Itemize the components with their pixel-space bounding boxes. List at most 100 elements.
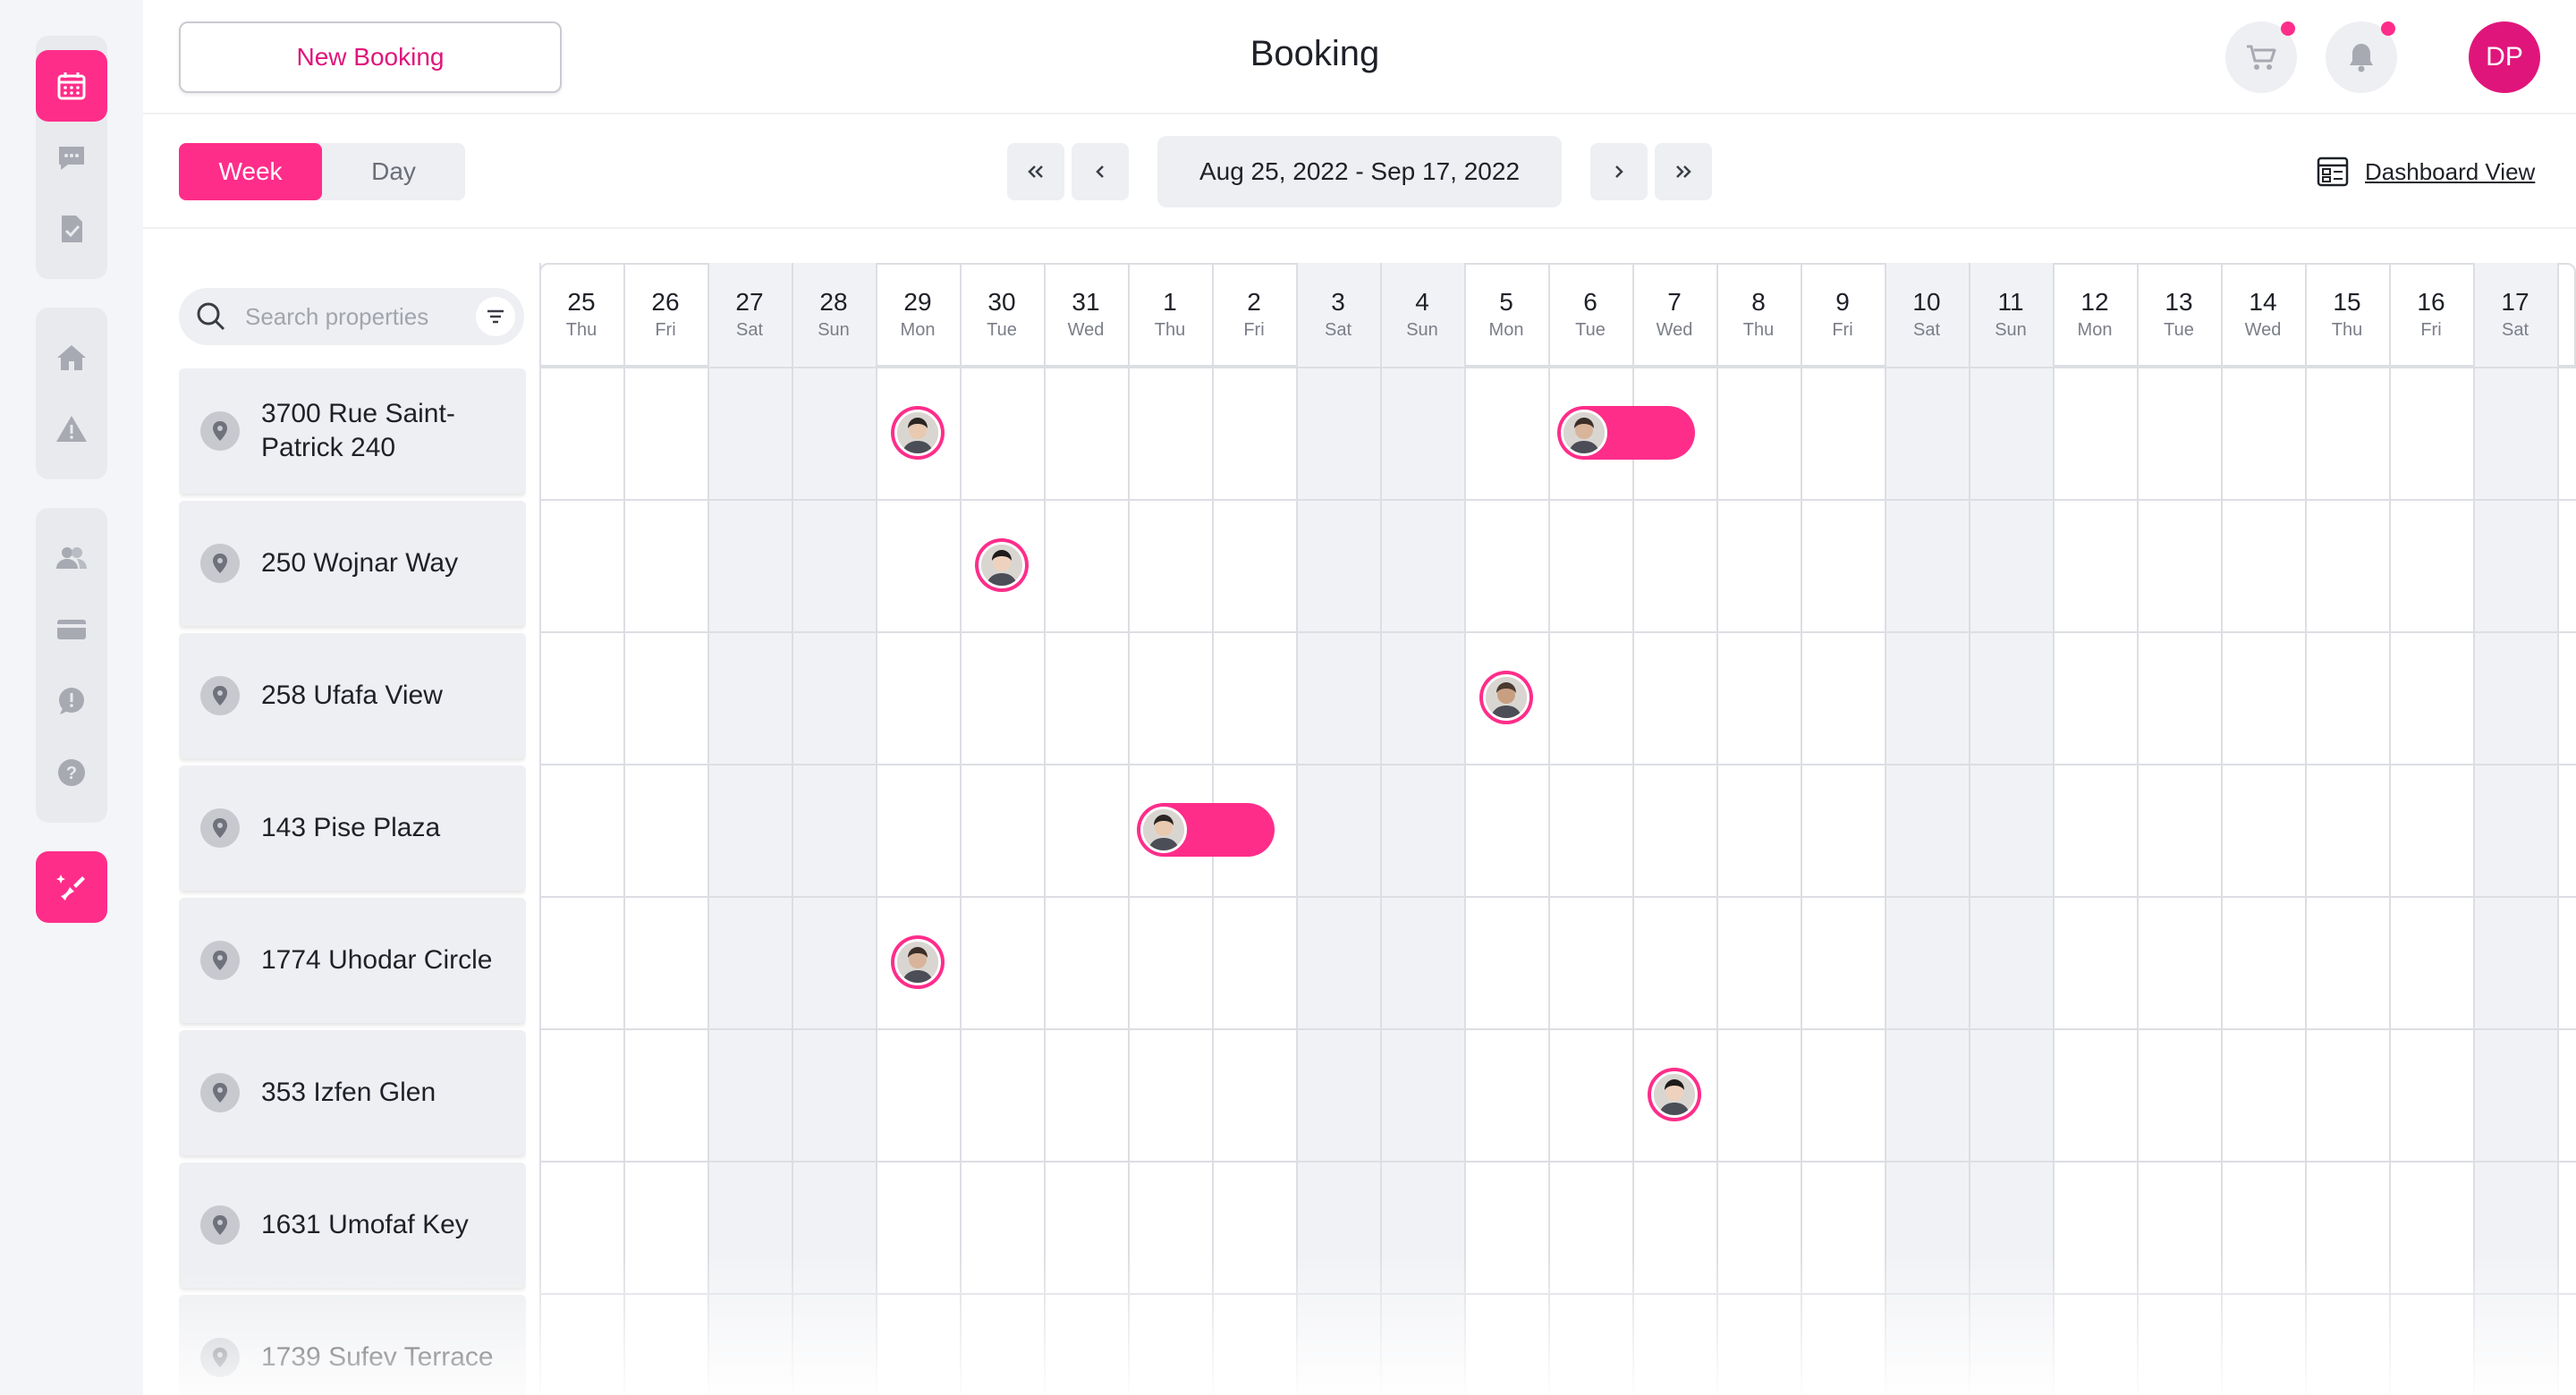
property-card[interactable]: 250 Wojnar Way bbox=[179, 501, 526, 626]
day-of-week: Sat bbox=[1324, 320, 1352, 340]
booking-bar[interactable] bbox=[891, 935, 945, 989]
sidebar-item-help[interactable]: ? bbox=[36, 737, 107, 808]
property-card[interactable]: 1631 Umofaf Key bbox=[179, 1162, 526, 1288]
property-name: 250 Wojnar Way bbox=[261, 548, 459, 578]
sidebar-item-users[interactable] bbox=[36, 522, 107, 594]
property-card[interactable]: 1774 Uhodar Circle bbox=[179, 898, 526, 1023]
booking-bar[interactable] bbox=[1137, 803, 1275, 857]
day-header: 13 Tue bbox=[2137, 263, 2221, 367]
day-header: 8 Thu bbox=[1716, 263, 1801, 367]
booking-calendar: 25 Thu 26 Fri 27 Sat 28 Sun 29 Mon 30 Tue 31 Wed 1 Thu 2… bbox=[539, 263, 2576, 1395]
date-range-display[interactable]: Aug 25, 2022 - Sep 17, 2022 bbox=[1157, 136, 1562, 207]
sidebar-item-warnings[interactable] bbox=[36, 393, 107, 465]
sidebar-item-notices[interactable] bbox=[36, 665, 107, 737]
day-header: 29 Mon bbox=[876, 263, 960, 367]
cart-button[interactable] bbox=[2225, 21, 2297, 93]
grid-column-line bbox=[1044, 263, 1046, 1395]
day-column bbox=[960, 263, 1044, 1395]
day-of-week: Thu bbox=[1742, 320, 1775, 340]
first-page-button[interactable] bbox=[1007, 143, 1064, 200]
day-number: 26 bbox=[651, 288, 680, 316]
grid-column-line bbox=[1969, 263, 1970, 1395]
new-booking-button[interactable]: New Booking bbox=[179, 21, 562, 93]
day-number: 10 bbox=[1912, 288, 1941, 316]
day-header: 30 Tue bbox=[960, 263, 1044, 367]
location-pin-icon bbox=[200, 411, 240, 451]
dashboard-view-label: Dashboard View bbox=[2365, 157, 2536, 185]
chat-icon bbox=[59, 147, 84, 170]
booking-bar[interactable] bbox=[1648, 1068, 1701, 1121]
day-column bbox=[539, 263, 623, 1395]
help-icon: ? bbox=[58, 759, 85, 786]
day-column bbox=[1801, 263, 1885, 1395]
grid-column-line bbox=[1632, 263, 1634, 1395]
location-pin-icon bbox=[200, 544, 240, 583]
property-card[interactable]: 258 Ufafa View bbox=[179, 633, 526, 758]
booking-bar[interactable] bbox=[1557, 406, 1695, 460]
day-column bbox=[2389, 263, 2473, 1395]
day-of-week: Mon bbox=[2077, 320, 2113, 340]
sidebar-item-calendar[interactable] bbox=[36, 50, 107, 122]
day-number: 7 bbox=[1667, 288, 1682, 316]
guest-avatar bbox=[894, 939, 941, 985]
sidebar-item-tasks[interactable] bbox=[36, 193, 107, 265]
day-header: 7 Wed bbox=[1632, 263, 1716, 367]
day-of-week: Sun bbox=[1406, 320, 1438, 340]
day-column bbox=[1380, 263, 1464, 1395]
day-header: 26 Fri bbox=[623, 263, 708, 367]
day-column bbox=[1885, 263, 1969, 1395]
dashboard-view-link[interactable]: Dashboard View bbox=[2315, 154, 2535, 190]
day-header: 25 Thu bbox=[539, 263, 623, 367]
grid-row-line bbox=[539, 896, 2576, 898]
credit-card-icon bbox=[57, 620, 86, 639]
guest-avatar bbox=[1651, 1071, 1698, 1118]
location-pin-icon bbox=[200, 808, 240, 848]
property-card[interactable]: 143 Pise Plaza bbox=[179, 765, 526, 891]
location-pin-icon bbox=[200, 676, 240, 715]
guest-avatar bbox=[979, 542, 1025, 588]
day-of-week: Tue bbox=[987, 320, 1017, 340]
sidebar-item-messages[interactable] bbox=[36, 122, 107, 193]
booking-bar[interactable] bbox=[1479, 671, 1533, 724]
grid-row-line bbox=[539, 1161, 2576, 1162]
sidebar-item-home[interactable] bbox=[36, 322, 107, 393]
day-of-week: Sun bbox=[818, 320, 850, 340]
previous-button[interactable] bbox=[1072, 143, 1129, 200]
grid-column-line bbox=[876, 263, 877, 1395]
filter-button[interactable] bbox=[476, 297, 515, 336]
day-of-week: Sun bbox=[1995, 320, 2027, 340]
chevron-left-icon bbox=[1096, 165, 1104, 178]
grid-row-line bbox=[539, 631, 2576, 633]
day-number: 30 bbox=[987, 288, 1016, 316]
view-week-button[interactable]: Week bbox=[179, 143, 322, 200]
guest-avatar bbox=[1561, 410, 1607, 456]
notifications-button[interactable] bbox=[2326, 21, 2397, 93]
sidebar-group-account: ? bbox=[36, 508, 107, 823]
user-avatar[interactable]: DP bbox=[2469, 21, 2540, 93]
day-header: 9 Fri bbox=[1801, 263, 1885, 367]
property-card[interactable]: 1739 Sufev Terrace bbox=[179, 1295, 526, 1395]
last-page-button[interactable] bbox=[1655, 143, 1712, 200]
day-number: 11 bbox=[1997, 288, 2024, 316]
view-day-button[interactable]: Day bbox=[371, 157, 416, 185]
day-column bbox=[2305, 263, 2389, 1395]
sidebar-item-payments[interactable] bbox=[36, 594, 107, 665]
day-number: 27 bbox=[735, 288, 764, 316]
cleaning-icon bbox=[56, 875, 85, 900]
sidebar-item-cleaning[interactable] bbox=[36, 851, 107, 923]
search-input[interactable]: Search properties bbox=[245, 302, 429, 330]
next-button[interactable] bbox=[1590, 143, 1648, 200]
property-card[interactable]: 353 Izfen Glen bbox=[179, 1030, 526, 1155]
booking-bar[interactable] bbox=[975, 538, 1029, 592]
grid-row-line bbox=[539, 499, 2576, 501]
grid-column-line bbox=[623, 263, 625, 1395]
home-icon bbox=[57, 345, 86, 370]
property-name: 258 Ufafa View bbox=[261, 681, 443, 710]
day-of-week: Wed bbox=[2244, 320, 2282, 340]
day-number: 25 bbox=[567, 288, 596, 316]
day-header: 10 Sat bbox=[1885, 263, 1969, 367]
booking-bar[interactable] bbox=[891, 406, 945, 460]
day-of-week: Fri bbox=[1832, 320, 1853, 340]
property-card[interactable]: 3700 Rue Saint-Patrick 240 bbox=[179, 368, 526, 494]
property-name: 143 Pise Plaza bbox=[261, 813, 441, 842]
